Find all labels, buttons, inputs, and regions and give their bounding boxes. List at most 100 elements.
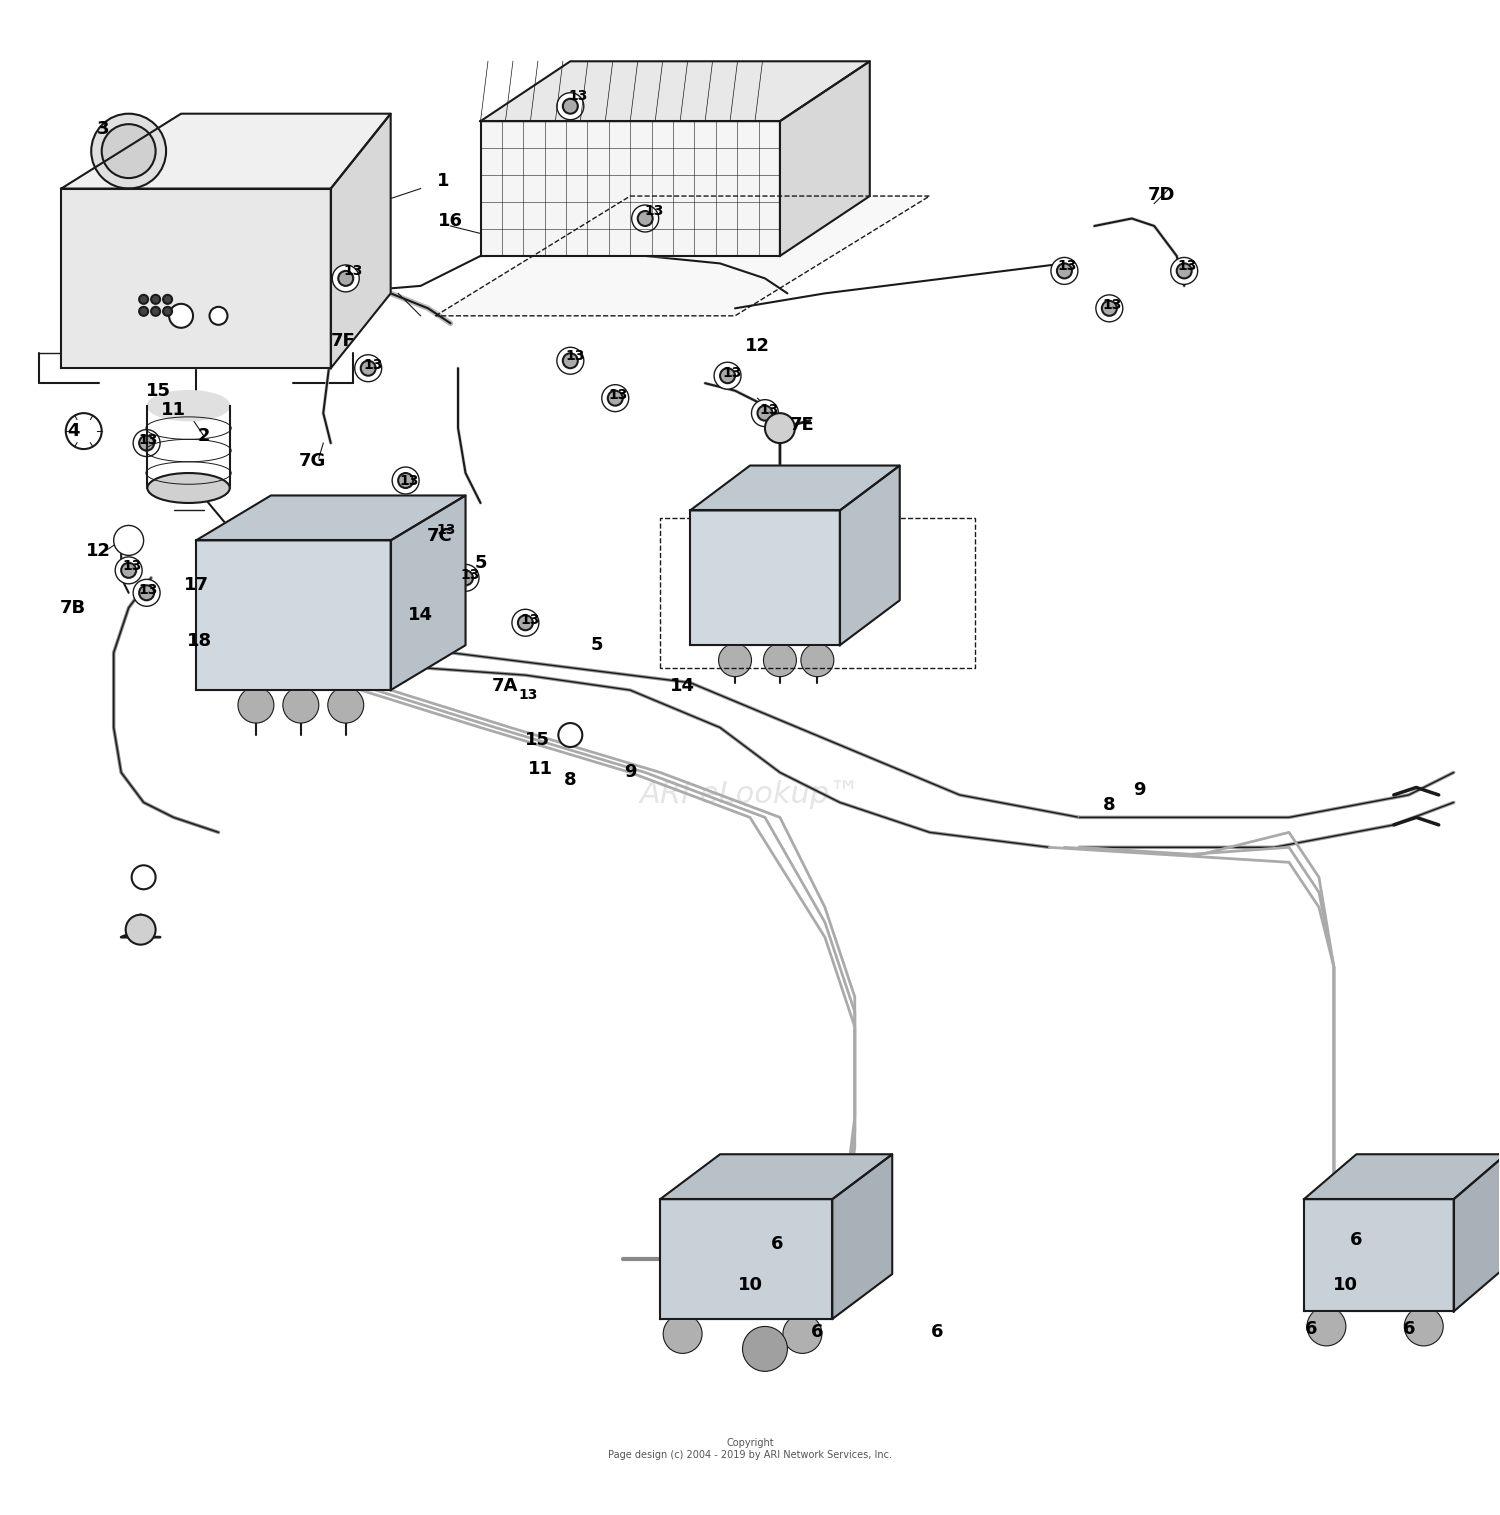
Circle shape — [562, 98, 578, 114]
Text: 8: 8 — [1102, 797, 1116, 815]
Polygon shape — [1454, 1154, 1500, 1312]
Polygon shape — [196, 495, 465, 541]
Polygon shape — [480, 121, 780, 256]
Circle shape — [1348, 1236, 1378, 1267]
Circle shape — [663, 1315, 702, 1353]
Circle shape — [238, 688, 274, 723]
Text: 13: 13 — [344, 264, 363, 277]
Circle shape — [556, 92, 584, 120]
Circle shape — [698, 1229, 758, 1289]
Text: 7A: 7A — [492, 677, 517, 695]
Text: 11: 11 — [160, 401, 186, 420]
Polygon shape — [1304, 1154, 1500, 1200]
Text: 13: 13 — [568, 89, 588, 103]
Polygon shape — [690, 465, 900, 511]
Circle shape — [392, 467, 418, 494]
Circle shape — [720, 368, 735, 383]
Circle shape — [140, 308, 148, 315]
Text: 7D: 7D — [1148, 185, 1176, 203]
Text: 7F: 7F — [330, 332, 356, 350]
Circle shape — [1386, 1242, 1410, 1267]
Circle shape — [92, 114, 166, 188]
Text: 13: 13 — [519, 688, 538, 701]
Polygon shape — [62, 188, 332, 368]
Circle shape — [804, 527, 831, 554]
Text: 5: 5 — [474, 554, 486, 571]
Circle shape — [1096, 295, 1124, 321]
Circle shape — [333, 265, 358, 292]
Circle shape — [1419, 1276, 1443, 1300]
Text: 6: 6 — [932, 1324, 944, 1341]
Text: 7B: 7B — [60, 598, 87, 617]
Ellipse shape — [147, 473, 230, 503]
Circle shape — [435, 526, 450, 541]
Text: 13: 13 — [645, 205, 664, 218]
Text: 13: 13 — [609, 388, 628, 401]
Circle shape — [339, 271, 352, 286]
Text: 6: 6 — [1305, 1321, 1317, 1338]
Text: 13: 13 — [399, 474, 418, 488]
Text: 10: 10 — [1334, 1276, 1359, 1294]
Circle shape — [134, 579, 160, 606]
Circle shape — [1052, 258, 1078, 285]
Circle shape — [126, 915, 156, 945]
Circle shape — [114, 526, 144, 556]
Text: 6: 6 — [771, 1235, 783, 1253]
Polygon shape — [435, 195, 930, 315]
Text: 5: 5 — [591, 636, 603, 654]
Text: ARI eLookup™: ARI eLookup™ — [639, 780, 861, 809]
Circle shape — [714, 362, 741, 389]
Circle shape — [140, 295, 148, 305]
Polygon shape — [390, 495, 465, 691]
Text: 12: 12 — [746, 336, 770, 355]
Text: 13: 13 — [566, 350, 585, 364]
Circle shape — [102, 124, 156, 179]
Circle shape — [783, 1315, 822, 1353]
Circle shape — [752, 400, 778, 427]
Circle shape — [134, 430, 160, 456]
Polygon shape — [480, 61, 870, 121]
Circle shape — [765, 414, 795, 442]
Circle shape — [345, 645, 375, 676]
Circle shape — [558, 723, 582, 747]
Polygon shape — [833, 1154, 892, 1320]
Circle shape — [122, 564, 136, 577]
Circle shape — [152, 295, 160, 305]
Polygon shape — [196, 541, 390, 691]
Text: 11: 11 — [528, 761, 554, 779]
Circle shape — [452, 565, 478, 591]
Text: 3: 3 — [98, 120, 109, 138]
Text: 9: 9 — [1132, 782, 1146, 800]
Text: Copyright
Page design (c) 2004 - 2019 by ARI Network Services, Inc.: Copyright Page design (c) 2004 - 2019 by… — [608, 1438, 892, 1460]
Text: 7C: 7C — [427, 527, 453, 545]
Text: 13: 13 — [460, 568, 480, 582]
Text: 7G: 7G — [298, 451, 327, 470]
Text: 2: 2 — [198, 427, 210, 444]
Polygon shape — [1304, 1200, 1454, 1312]
Circle shape — [602, 385, 628, 412]
Circle shape — [152, 308, 160, 315]
Text: 7E: 7E — [790, 417, 814, 435]
Circle shape — [801, 644, 834, 677]
Circle shape — [1176, 264, 1191, 279]
Circle shape — [1170, 258, 1197, 285]
Text: 17: 17 — [183, 576, 209, 594]
Text: 12: 12 — [86, 542, 111, 561]
Circle shape — [710, 1241, 746, 1277]
Circle shape — [1336, 1224, 1390, 1279]
Circle shape — [164, 308, 172, 315]
Circle shape — [164, 295, 172, 305]
Circle shape — [638, 211, 652, 226]
Circle shape — [345, 556, 375, 585]
Circle shape — [1452, 1242, 1476, 1267]
Polygon shape — [780, 61, 870, 256]
Circle shape — [398, 473, 412, 488]
Circle shape — [140, 436, 154, 450]
Text: 6: 6 — [812, 1324, 824, 1341]
Circle shape — [360, 361, 375, 376]
Text: 15: 15 — [146, 382, 171, 400]
Polygon shape — [660, 1154, 892, 1200]
Circle shape — [140, 585, 154, 600]
Circle shape — [1058, 264, 1072, 279]
Circle shape — [718, 644, 752, 677]
